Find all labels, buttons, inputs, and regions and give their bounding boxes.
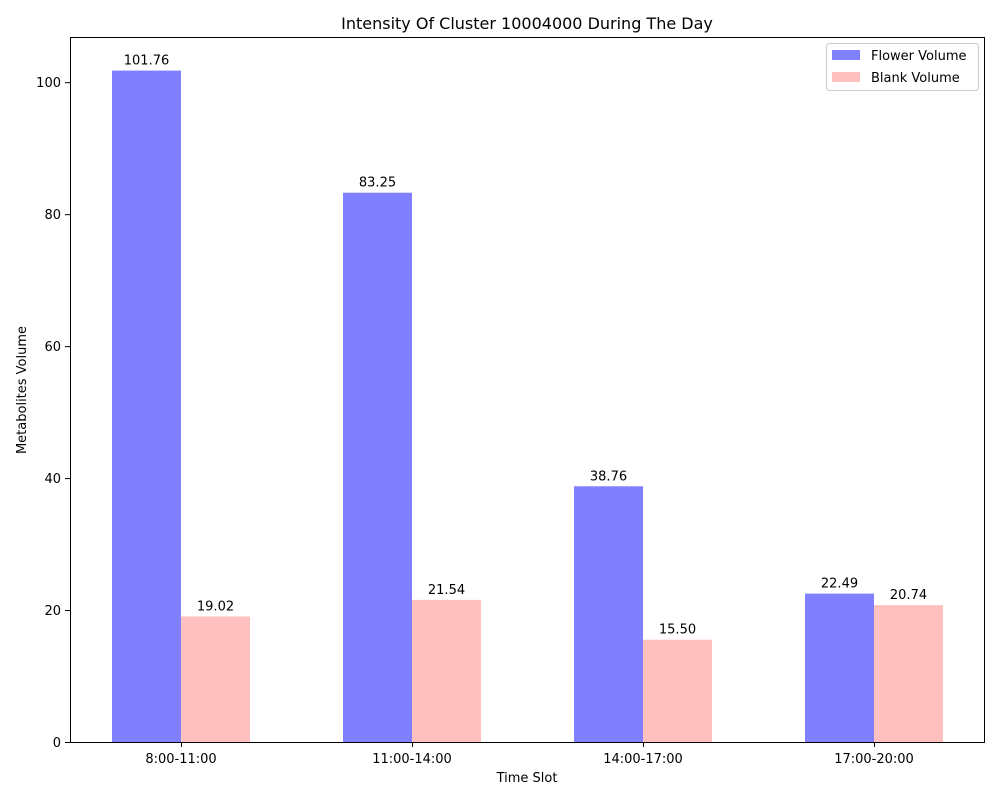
bar-flower-volume-8-00-11-00 (112, 70, 181, 743)
x-tick-label: 11:00-14:00 (372, 752, 452, 767)
legend-box (826, 43, 979, 91)
data-label-flower-volume-8-00-11-00: 101.76 (124, 54, 170, 69)
data-label-blank-volume-17-00-20-00: 20.74 (890, 588, 927, 603)
data-label-flower-volume-11-00-14-00: 83.25 (359, 176, 396, 191)
plot-frame (70, 37, 985, 743)
y-axis: 0 20 40 60 80 100 (36, 76, 70, 751)
data-label-blank-volume-8-00-11-00: 19.02 (197, 600, 234, 615)
data-label-blank-volume-14-00-17-00: 15.50 (659, 623, 696, 638)
bar-blank-volume-8-00-11-00 (181, 616, 250, 742)
legend-swatch-blank-volume (832, 72, 860, 82)
bar-flower-volume-14-00-17-00 (574, 486, 643, 742)
x-tick-label: 8:00-11:00 (145, 752, 216, 767)
y-tick-label: 40 (44, 472, 61, 487)
bar-labels-layer: 101.76 19.02 83.25 21.54 38.76 15.50 22.49 20.7… (124, 54, 927, 638)
chart-title: Intensity Of Cluster 10004000 During The… (341, 14, 713, 33)
y-tick-label: 60 (44, 340, 61, 355)
bar-blank-volume-17-00-20-00 (874, 605, 943, 742)
x-tick-label: 17:00-20:00 (834, 752, 914, 767)
y-tick-label: 80 (44, 208, 61, 223)
data-label-flower-volume-17-00-20-00: 22.49 (821, 577, 858, 592)
legend-label-blank-volume: Blank Volume (871, 71, 960, 86)
legend-swatch-flower-volume (832, 50, 860, 60)
bar-blank-volume-11-00-14-00 (412, 599, 481, 742)
bars-layer (112, 70, 943, 743)
data-label-blank-volume-11-00-14-00: 21.54 (428, 583, 465, 598)
bar-blank-volume-14-00-17-00 (643, 639, 712, 742)
y-tick-label: 20 (44, 604, 61, 619)
data-label-flower-volume-14-00-17-00: 38.76 (590, 469, 627, 484)
x-tick-label: 14:00-17:00 (603, 752, 683, 767)
bar-flower-volume-11-00-14-00 (343, 192, 412, 742)
legend-label-flower-volume: Flower Volume (871, 49, 967, 64)
bar-flower-volume-17-00-20-00 (805, 593, 874, 742)
x-axis-label: Time Slot (496, 771, 558, 786)
y-tick-label: 0 (53, 736, 61, 751)
y-tick-label: 100 (36, 76, 61, 91)
y-axis-label: Metabolites Volume (15, 326, 30, 454)
legend: Flower Volume Blank Volume (826, 43, 979, 91)
x-axis: 8:00-11:00 11:00-14:00 14:00-17:00 17:00-20… (145, 742, 914, 767)
